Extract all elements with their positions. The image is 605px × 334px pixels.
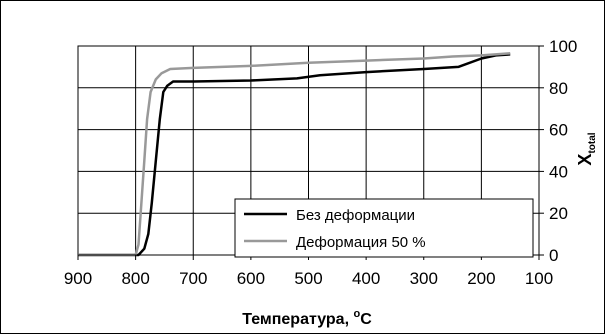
x-tick-label: 800 bbox=[121, 269, 149, 288]
legend-label-no-deformation: Без деформации bbox=[296, 207, 415, 224]
series-lines bbox=[78, 52, 511, 257]
x-axis-title-unit: C bbox=[360, 311, 372, 328]
x-tick-label: 300 bbox=[410, 269, 438, 288]
x-tick-label: 200 bbox=[467, 269, 495, 288]
x-tick-label: 100 bbox=[525, 269, 553, 288]
y-tick-label: 20 bbox=[549, 204, 568, 223]
legend-box bbox=[234, 198, 534, 258]
legend-label-deformation-50: Деформация 50 % bbox=[296, 234, 426, 251]
y-tick-label: 80 bbox=[549, 79, 568, 98]
x-tick-label: 500 bbox=[294, 269, 322, 288]
y-axis-title: Xtotal bbox=[575, 132, 598, 165]
x-tick-label: 600 bbox=[237, 269, 265, 288]
y-tick-label: 0 bbox=[549, 246, 558, 265]
y-tick-label: 100 bbox=[549, 37, 577, 56]
y-axis-title-main: X bbox=[575, 154, 595, 166]
x-axis-title-main: Температура, bbox=[242, 311, 353, 328]
x-axis-title: Температура, oC bbox=[242, 308, 372, 328]
legend: Без деформации Деформация 50 % bbox=[234, 198, 534, 258]
y-tick-label: 60 bbox=[549, 121, 568, 140]
x-tick-label: 400 bbox=[352, 269, 380, 288]
y-axis-title-sub: total bbox=[587, 132, 598, 153]
series-line-deformation-50 bbox=[78, 52, 511, 257]
x-tick-label: 700 bbox=[179, 269, 207, 288]
x-tick-label: 900 bbox=[64, 269, 92, 288]
x-axis-title-sup: o bbox=[353, 308, 360, 320]
y-tick-label: 40 bbox=[549, 162, 568, 181]
tick-labels: 900 800 700 600 500 400 300 200 100 0 20 40 60 80 100 bbox=[64, 37, 578, 288]
series-line-no-deformation bbox=[78, 53, 511, 257]
